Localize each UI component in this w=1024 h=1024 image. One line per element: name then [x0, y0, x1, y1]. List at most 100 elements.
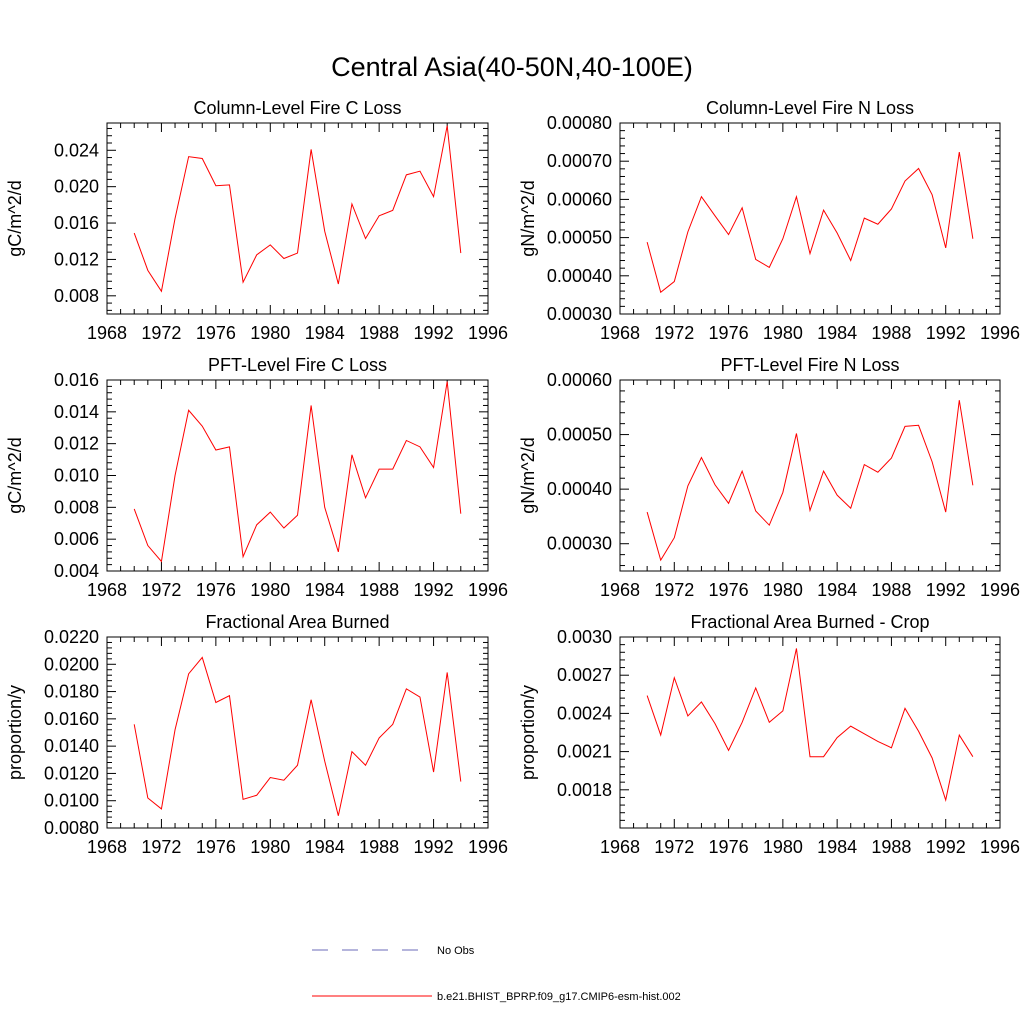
x-tick-label: 1988: [359, 323, 399, 343]
y-tick-label: 0.00070: [547, 151, 612, 171]
x-tick-label: 1992: [414, 837, 454, 857]
x-tick-label: 1980: [763, 837, 803, 857]
y-tick-label: 0.012: [54, 249, 99, 269]
x-tick-label: 1980: [763, 580, 803, 600]
panel-title: Column-Level Fire N Loss: [706, 98, 914, 118]
panel-fractional-area-burned-crop: Fractional Area Burned - Crop proportion/…: [518, 612, 1020, 857]
y-axis-label: gN/m^2/d: [518, 180, 538, 256]
y-tick-label: 0.00060: [547, 189, 612, 209]
y-tick-label: 0.024: [54, 140, 99, 160]
series-line: [133, 656, 462, 816]
x-tick-label: 1984: [817, 580, 857, 600]
legend-label-no-obs: No Obs: [437, 945, 475, 957]
x-tick-label: 1988: [871, 580, 911, 600]
y-tick-label: 0.00050: [547, 425, 612, 445]
y-tick-label: 0.016: [54, 213, 99, 233]
x-tick-label: 1992: [926, 580, 966, 600]
x-tick-label: 1968: [87, 837, 127, 857]
y-tick-label: 0.00080: [547, 113, 612, 133]
panel-column-fire-c-loss: Column-Level Fire C Loss gC/m^2/d 1968 1972…: [5, 98, 508, 343]
panel-pft-fire-n-loss: PFT-Level Fire N Loss gN/m^2/d 1968 1972 197…: [518, 355, 1020, 600]
y-tick-label: 0.0220: [44, 627, 99, 647]
y-tick-label: 0.020: [54, 177, 99, 197]
y-tick-label: 0.016: [54, 370, 99, 390]
y-tick-label: 0.00060: [547, 370, 612, 390]
y-tick-label: 0.0024: [557, 703, 612, 723]
panel-title: PFT-Level Fire N Loss: [720, 355, 899, 375]
x-tick-label: 1992: [926, 837, 966, 857]
y-axis-label: gC/m^2/d: [5, 180, 25, 256]
series-line: [646, 648, 974, 802]
y-tick-label: 0.0027: [557, 665, 612, 685]
panel-column-fire-n-loss: Column-Level Fire N Loss gN/m^2/d 1968 1972…: [518, 98, 1020, 343]
legend-label-model: b.e21.BHIST_BPRP.f09_g17.CMIP6-esm-hist.…: [437, 991, 681, 1003]
y-tick-label: 0.0180: [44, 682, 99, 702]
legend: No Obs b.e21.BHIST_BPRP.f09_g17.CMIP6-es…: [312, 945, 681, 1003]
y-tick-label: 0.008: [54, 497, 99, 517]
y-tick-label: 0.00040: [547, 479, 612, 499]
y-tick-label: 0.008: [54, 286, 99, 306]
x-tick-label: 1976: [196, 323, 236, 343]
x-tick-label: 1980: [250, 837, 290, 857]
panel-title: Column-Level Fire C Loss: [193, 98, 401, 118]
y-tick-label: 0.0160: [44, 709, 99, 729]
y-tick-label: 0.004: [54, 561, 99, 581]
x-tick-label: 1976: [709, 580, 749, 600]
x-tick-label: 1984: [305, 837, 345, 857]
y-tick-label: 0.0080: [44, 818, 99, 838]
panel-title: Fractional Area Burned - Crop: [690, 612, 929, 632]
y-axis-label: gN/m^2/d: [518, 437, 538, 513]
y-tick-label: 0.014: [54, 402, 99, 422]
x-tick-label: 1988: [359, 580, 399, 600]
figure-title: Central Asia(40-50N,40-100E): [331, 52, 693, 82]
x-tick-label: 1968: [87, 580, 127, 600]
x-tick-label: 1996: [468, 323, 508, 343]
x-tick-label: 1984: [305, 580, 345, 600]
x-tick-label: 1996: [980, 580, 1020, 600]
y-tick-label: 0.0200: [44, 654, 99, 674]
panel-pft-fire-c-loss: PFT-Level Fire C Loss gC/m^2/d 1968 1972 197…: [5, 355, 508, 600]
x-tick-label: 1976: [196, 580, 236, 600]
x-tick-label: 1988: [871, 323, 911, 343]
x-tick-label: 1968: [87, 323, 127, 343]
x-tick-label: 1988: [359, 837, 399, 857]
x-tick-label: 1972: [654, 580, 694, 600]
y-tick-label: 0.0140: [44, 736, 99, 756]
x-tick-label: 1984: [817, 837, 857, 857]
x-tick-label: 1980: [763, 323, 803, 343]
y-tick-label: 0.00030: [547, 534, 612, 554]
y-tick-label: 0.0120: [44, 763, 99, 783]
y-tick-label: 0.010: [54, 466, 99, 486]
x-tick-label: 1992: [926, 323, 966, 343]
x-tick-label: 1976: [709, 323, 749, 343]
x-tick-label: 1992: [414, 580, 454, 600]
x-tick-label: 1984: [817, 323, 857, 343]
x-tick-label: 1996: [980, 323, 1020, 343]
x-tick-label: 1996: [980, 837, 1020, 857]
x-tick-label: 1976: [709, 837, 749, 857]
x-tick-label: 1988: [871, 837, 911, 857]
x-tick-label: 1972: [141, 837, 181, 857]
x-tick-label: 1972: [654, 323, 694, 343]
x-tick-label: 1980: [250, 323, 290, 343]
x-tick-label: 1976: [196, 837, 236, 857]
series-line: [646, 400, 974, 562]
panel-title: Fractional Area Burned: [205, 612, 389, 632]
x-tick-label: 1972: [654, 837, 694, 857]
y-tick-label: 0.0030: [557, 627, 612, 647]
series-line: [646, 151, 974, 294]
x-tick-label: 1972: [141, 323, 181, 343]
x-tick-label: 1996: [468, 580, 508, 600]
series-line: [133, 125, 462, 293]
x-tick-label: 1980: [250, 580, 290, 600]
y-axis-label: proportion/y: [518, 685, 538, 780]
panel-fractional-area-burned: Fractional Area Burned proportion/y 1968 19…: [5, 612, 508, 857]
series-line: [133, 381, 462, 563]
x-tick-label: 1996: [468, 837, 508, 857]
y-tick-label: 0.00040: [547, 266, 612, 286]
panel-title: PFT-Level Fire C Loss: [208, 355, 387, 375]
y-tick-label: 0.0018: [557, 780, 612, 800]
x-tick-label: 1992: [414, 323, 454, 343]
x-tick-label: 1968: [600, 323, 640, 343]
